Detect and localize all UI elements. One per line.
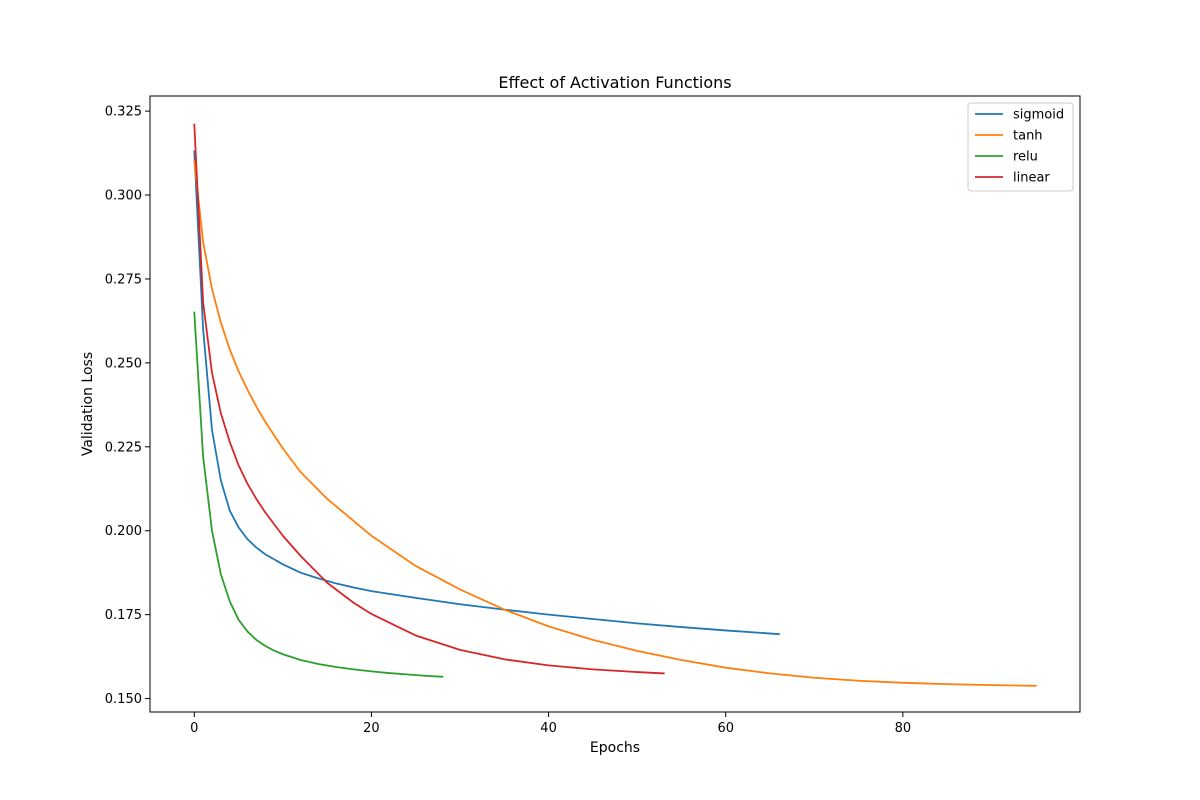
series-line-tanh [193, 160, 1037, 687]
y-tick-label: 0.275 [105, 272, 142, 287]
x-tick-label: 20 [363, 721, 380, 736]
legend: sigmoid tanh relu linear [967, 102, 1074, 192]
y-tick-label: 0.175 [105, 608, 142, 623]
x-tick-label: 40 [540, 721, 557, 736]
axes-frame [149, 95, 1081, 713]
legend-box [967, 102, 1074, 192]
series-line-sigmoid [193, 150, 780, 636]
legend-label-tanh: tanh [1013, 129, 1043, 144]
chart-title: Effect of Activation Functions [498, 73, 731, 92]
x-tick-label: 80 [895, 721, 912, 736]
x-tick-label: 0 [190, 721, 198, 736]
x-tick-label: 60 [717, 721, 734, 736]
x-axis-label: Epochs [590, 740, 640, 756]
y-tick-label: 0.225 [105, 440, 142, 455]
y-axis-label: Validation Loss [80, 352, 96, 456]
legend-label-linear: linear [1013, 171, 1050, 186]
y-tick-label: 0.200 [105, 524, 142, 539]
y-tick-label: 0.325 [105, 105, 142, 120]
series-line-relu [193, 311, 444, 678]
y-axis: 0.150 0.175 0.200 0.225 0.250 0.275 0.300 0.325 [105, 105, 150, 707]
series-line-linear [193, 123, 665, 675]
legend-label-sigmoid: sigmoid [1013, 108, 1064, 123]
y-tick-label: 0.250 [105, 356, 142, 371]
x-axis: 0 20 40 60 80 [190, 712, 911, 736]
y-tick-label: 0.150 [105, 692, 142, 707]
legend-label-relu: relu [1013, 150, 1038, 165]
plot-area [193, 123, 1037, 687]
y-tick-label: 0.300 [105, 189, 142, 204]
